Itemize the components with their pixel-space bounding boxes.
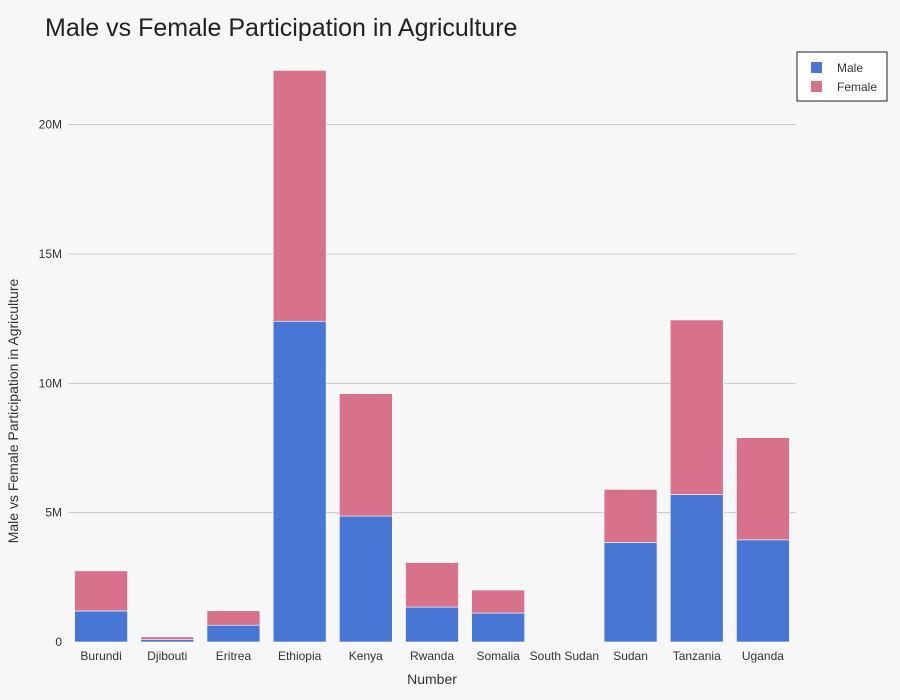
bar-male[interactable] [206,624,261,643]
legend-box [796,51,888,102]
legend-swatch-male [811,62,822,73]
x-tick-label: Eritrea [216,649,252,663]
bar-male[interactable] [272,320,327,643]
x-tick-label: Burundi [80,649,121,663]
bar-male[interactable] [339,515,393,643]
bar-female[interactable] [405,562,459,608]
x-axis-title: Number [407,671,457,687]
bar-male[interactable] [603,542,658,643]
y-tick-label: 10M [39,376,62,390]
x-tick-label: Kenya [349,649,383,663]
y-tick-label: 0 [55,635,62,649]
bar-male[interactable] [74,610,128,643]
bar-female[interactable] [471,589,525,614]
legend-swatch-female [811,81,822,92]
bar-female[interactable] [603,489,658,543]
y-axis-title: Male vs Female Participation in Agricult… [5,279,21,544]
bar-female[interactable] [339,393,393,517]
bar-female[interactable] [140,636,195,640]
y-tick-label: 20M [39,118,62,132]
chart-title: Male vs Female Participation in Agricult… [45,14,518,42]
x-tick-label: Ethiopia [278,649,322,663]
bar-female[interactable] [669,319,724,495]
x-tick-label: Rwanda [410,649,454,663]
legend-label-male: Male [837,61,863,75]
bar-male[interactable] [140,639,195,643]
bar-female[interactable] [272,70,327,322]
bar-male[interactable] [405,606,459,643]
x-tick-label: Djibouti [147,649,187,663]
x-tick-label: Sudan [613,649,648,663]
x-tick-label: Tanzania [673,649,721,663]
x-tick-label: Uganda [742,649,784,663]
bar-female[interactable] [206,610,261,626]
bar-male[interactable] [669,494,724,643]
x-tick-label: South Sudan [530,649,599,663]
y-tick-label: 15M [39,247,62,261]
x-tick-label: Somalia [477,649,521,663]
bar-male[interactable] [736,539,790,643]
legend-label-female: Female [837,80,877,94]
bar-male[interactable] [471,612,525,643]
bar-female[interactable] [736,437,790,541]
y-tick-label: 5M [45,506,62,520]
bar-female[interactable] [74,570,128,612]
